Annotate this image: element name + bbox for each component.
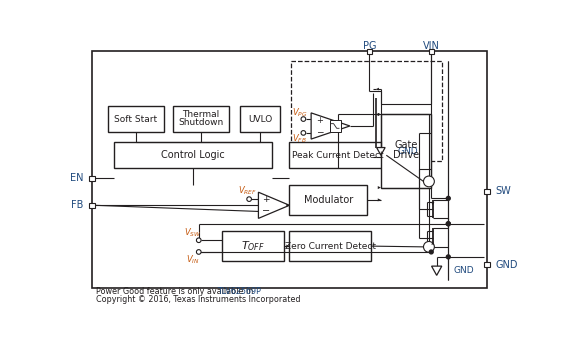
FancyBboxPatch shape <box>89 203 95 208</box>
Text: −: − <box>262 206 270 216</box>
Text: Copyright © 2016, Texas Instruments Incorporated: Copyright © 2016, Texas Instruments Inco… <box>96 295 301 304</box>
Polygon shape <box>431 202 434 205</box>
Polygon shape <box>431 241 434 245</box>
Circle shape <box>446 222 450 226</box>
Text: Drive: Drive <box>393 150 419 160</box>
Text: Peak Current Detect: Peak Current Detect <box>292 151 384 160</box>
Text: $V_{REF}$: $V_{REF}$ <box>238 184 257 197</box>
FancyBboxPatch shape <box>222 232 284 261</box>
Circle shape <box>301 117 306 121</box>
FancyBboxPatch shape <box>89 176 95 181</box>
Text: $V_{IN}$: $V_{IN}$ <box>186 254 200 266</box>
FancyBboxPatch shape <box>289 185 367 215</box>
Text: EN: EN <box>70 173 83 183</box>
Text: +: + <box>316 116 323 125</box>
Text: −: − <box>316 127 323 136</box>
Text: GND: GND <box>496 260 518 270</box>
Text: VIN: VIN <box>423 41 439 51</box>
Polygon shape <box>378 186 381 189</box>
Text: GND: GND <box>398 147 418 156</box>
Polygon shape <box>431 266 442 275</box>
Text: Gate: Gate <box>395 140 418 150</box>
Polygon shape <box>286 245 289 248</box>
FancyBboxPatch shape <box>366 49 372 54</box>
Text: Modulator: Modulator <box>303 195 353 205</box>
Circle shape <box>446 196 450 200</box>
FancyBboxPatch shape <box>484 189 490 194</box>
Text: Zero Current Detect: Zero Current Detect <box>285 241 375 250</box>
Text: +: + <box>263 195 270 204</box>
Text: FB: FB <box>71 200 83 210</box>
Circle shape <box>429 250 433 254</box>
Circle shape <box>424 241 434 252</box>
Text: Control Logic: Control Logic <box>161 150 225 160</box>
Polygon shape <box>378 198 381 202</box>
Polygon shape <box>259 192 289 218</box>
FancyBboxPatch shape <box>108 106 164 132</box>
Circle shape <box>446 255 450 259</box>
FancyBboxPatch shape <box>289 232 371 261</box>
Text: UVLO: UVLO <box>248 115 272 123</box>
Circle shape <box>301 131 306 135</box>
Polygon shape <box>311 113 350 139</box>
Text: GND: GND <box>454 266 475 275</box>
Text: TLV62569P: TLV62569P <box>217 287 261 296</box>
FancyBboxPatch shape <box>429 49 434 54</box>
Polygon shape <box>378 113 381 116</box>
Text: Soft Start: Soft Start <box>115 115 158 123</box>
Text: Shutdown: Shutdown <box>179 118 224 127</box>
FancyBboxPatch shape <box>330 120 341 132</box>
Polygon shape <box>376 88 379 90</box>
FancyBboxPatch shape <box>173 106 229 132</box>
FancyBboxPatch shape <box>484 262 490 267</box>
Text: $T_{OFF}$: $T_{OFF}$ <box>241 239 265 253</box>
Text: $V_{FB}$: $V_{FB}$ <box>292 133 307 145</box>
Text: $V_{SW}$: $V_{SW}$ <box>184 226 201 239</box>
FancyBboxPatch shape <box>92 51 487 289</box>
Text: PG: PG <box>362 41 376 51</box>
FancyBboxPatch shape <box>113 142 272 168</box>
Polygon shape <box>378 113 381 116</box>
FancyBboxPatch shape <box>289 142 386 168</box>
Circle shape <box>424 176 434 187</box>
Circle shape <box>247 197 251 202</box>
Text: Thermal: Thermal <box>183 110 219 119</box>
Text: Power Good feature is only available in: Power Good feature is only available in <box>96 287 256 296</box>
Polygon shape <box>286 204 289 207</box>
FancyBboxPatch shape <box>291 61 442 161</box>
FancyBboxPatch shape <box>240 106 280 132</box>
FancyBboxPatch shape <box>381 115 431 187</box>
Circle shape <box>196 238 201 243</box>
Circle shape <box>196 250 201 254</box>
Text: SW: SW <box>496 186 511 196</box>
Circle shape <box>446 222 450 226</box>
Text: $V_{PG}$: $V_{PG}$ <box>292 107 307 119</box>
Polygon shape <box>376 148 385 155</box>
